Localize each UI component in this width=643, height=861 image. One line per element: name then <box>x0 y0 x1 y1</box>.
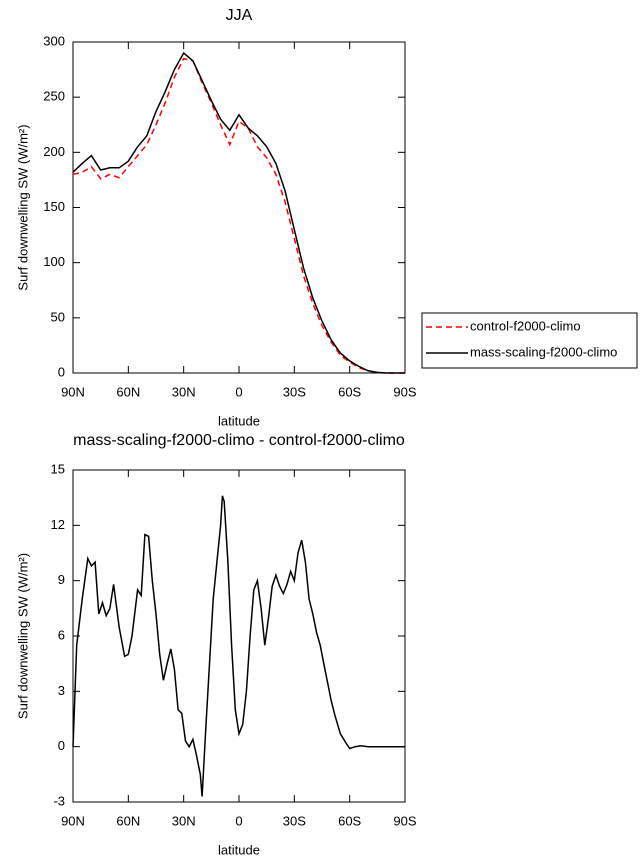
y-tick-label: 3 <box>58 683 65 698</box>
y-tick-label: 0 <box>58 738 65 753</box>
x-tick-label: 90N <box>61 813 85 828</box>
y-tick-label: 9 <box>58 572 65 587</box>
x-tick-label: 60S <box>338 813 361 828</box>
y-tick-label: 300 <box>43 33 65 48</box>
y-tick-label: 150 <box>43 199 65 214</box>
x-tick-label: 60N <box>116 384 140 399</box>
series-line <box>72 57 405 374</box>
series-line <box>72 51 405 374</box>
x-tick-label: 60S <box>338 384 361 399</box>
x-tick-label: 0 <box>235 813 242 828</box>
y-tick-label: -3 <box>53 793 65 808</box>
x-tick-label: 90N <box>61 384 85 399</box>
y-tick-label: 15 <box>51 461 65 476</box>
y-tick-label: 250 <box>43 89 65 104</box>
y-tick-label: 6 <box>58 627 65 642</box>
y-tick-label: 0 <box>58 364 65 379</box>
y-tick-label: 100 <box>43 254 65 269</box>
legend-label: control-f2000-climo <box>470 318 581 333</box>
x-tick-label: 0 <box>235 384 242 399</box>
x-tick-label: 30S <box>283 813 306 828</box>
plot-frame <box>72 41 406 374</box>
chart-title: JJA <box>226 7 253 24</box>
x-tick-label: 30N <box>172 813 196 828</box>
plot-frame <box>72 469 406 803</box>
series-line <box>72 495 405 797</box>
y-tick-label: 50 <box>51 309 65 324</box>
y-tick-label: 12 <box>51 517 65 532</box>
y-tick-label: 200 <box>43 144 65 159</box>
y-axis-label: Surf downwelling SW (W/m²) <box>15 124 30 290</box>
legend-box <box>421 312 638 369</box>
legend-label: mass-scaling-f2000-climo <box>470 344 617 359</box>
x-tick-label: 90S <box>393 384 416 399</box>
x-tick-label: 30N <box>172 384 196 399</box>
x-axis-label: latitude <box>218 413 260 428</box>
x-tick-label: 90S <box>393 813 416 828</box>
chart-title: mass-scaling-f2000-climo - control-f2000… <box>73 432 405 449</box>
x-axis-label: latitude <box>218 842 260 857</box>
x-tick-label: 60N <box>116 813 140 828</box>
y-axis-label: Surf downwelling SW (W/m²) <box>15 553 30 719</box>
x-tick-label: 30S <box>283 384 306 399</box>
